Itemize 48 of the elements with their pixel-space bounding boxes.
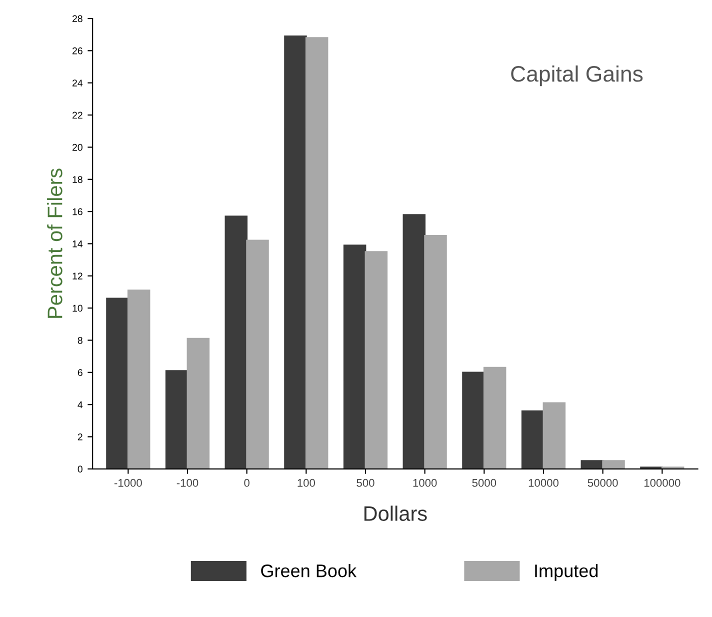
x-tick-label: 1000 bbox=[413, 478, 437, 487]
bar bbox=[364, 251, 388, 469]
y-tick-label: 16 bbox=[72, 208, 82, 216]
x-tick-label: 50000 bbox=[588, 478, 618, 487]
x-tick-label: -1000 bbox=[114, 478, 142, 487]
legend-label: Imputed bbox=[535, 564, 598, 581]
y-tick-label: 20 bbox=[72, 144, 82, 151]
y-tick-label: 24 bbox=[72, 80, 83, 86]
x-axis-title: Dollars bbox=[364, 506, 427, 521]
x-tick-label: 500 bbox=[356, 478, 374, 487]
bar bbox=[483, 366, 506, 469]
bar bbox=[542, 402, 566, 469]
x-tick-label: 0 bbox=[244, 478, 250, 487]
x-tick-label: 10000 bbox=[528, 478, 559, 487]
y-tick-label: 12 bbox=[72, 272, 82, 280]
y-tick-label: 6 bbox=[78, 369, 82, 376]
bar bbox=[127, 290, 150, 469]
text: Capital Gains bbox=[511, 65, 643, 86]
bar bbox=[462, 372, 485, 469]
y-tick-label: 4 bbox=[78, 401, 83, 408]
bar bbox=[284, 36, 307, 469]
x-tick-label: 5000 bbox=[472, 478, 496, 487]
x-tick-label: 100000 bbox=[644, 478, 680, 487]
x-tick-label: -100 bbox=[176, 478, 198, 487]
x-tick-label: 100 bbox=[298, 478, 315, 487]
bar bbox=[402, 214, 426, 469]
y-axis-title: Percent of Filers bbox=[47, 168, 62, 318]
legend-label: Green Book bbox=[261, 564, 357, 578]
y-tick-label: 0 bbox=[78, 466, 82, 473]
bar bbox=[186, 338, 210, 469]
bar bbox=[424, 234, 447, 469]
bar bbox=[165, 370, 188, 469]
y-tick-label: 14 bbox=[72, 240, 83, 248]
bar bbox=[521, 410, 544, 469]
bar bbox=[343, 244, 366, 469]
bar bbox=[246, 240, 269, 469]
y-tick-label: 26 bbox=[72, 47, 82, 54]
bar bbox=[305, 37, 328, 469]
y-tick-label: 8 bbox=[78, 336, 82, 344]
bar bbox=[106, 298, 129, 469]
y-tick-label: 28 bbox=[72, 15, 82, 22]
bar bbox=[602, 460, 625, 469]
y-tick-label: 2 bbox=[78, 433, 82, 440]
bar bbox=[580, 460, 604, 469]
y-tick-label: 10 bbox=[72, 304, 82, 312]
y-tick-label: 18 bbox=[72, 176, 82, 183]
bar bbox=[224, 216, 248, 469]
y-tick-label: 22 bbox=[72, 112, 82, 119]
